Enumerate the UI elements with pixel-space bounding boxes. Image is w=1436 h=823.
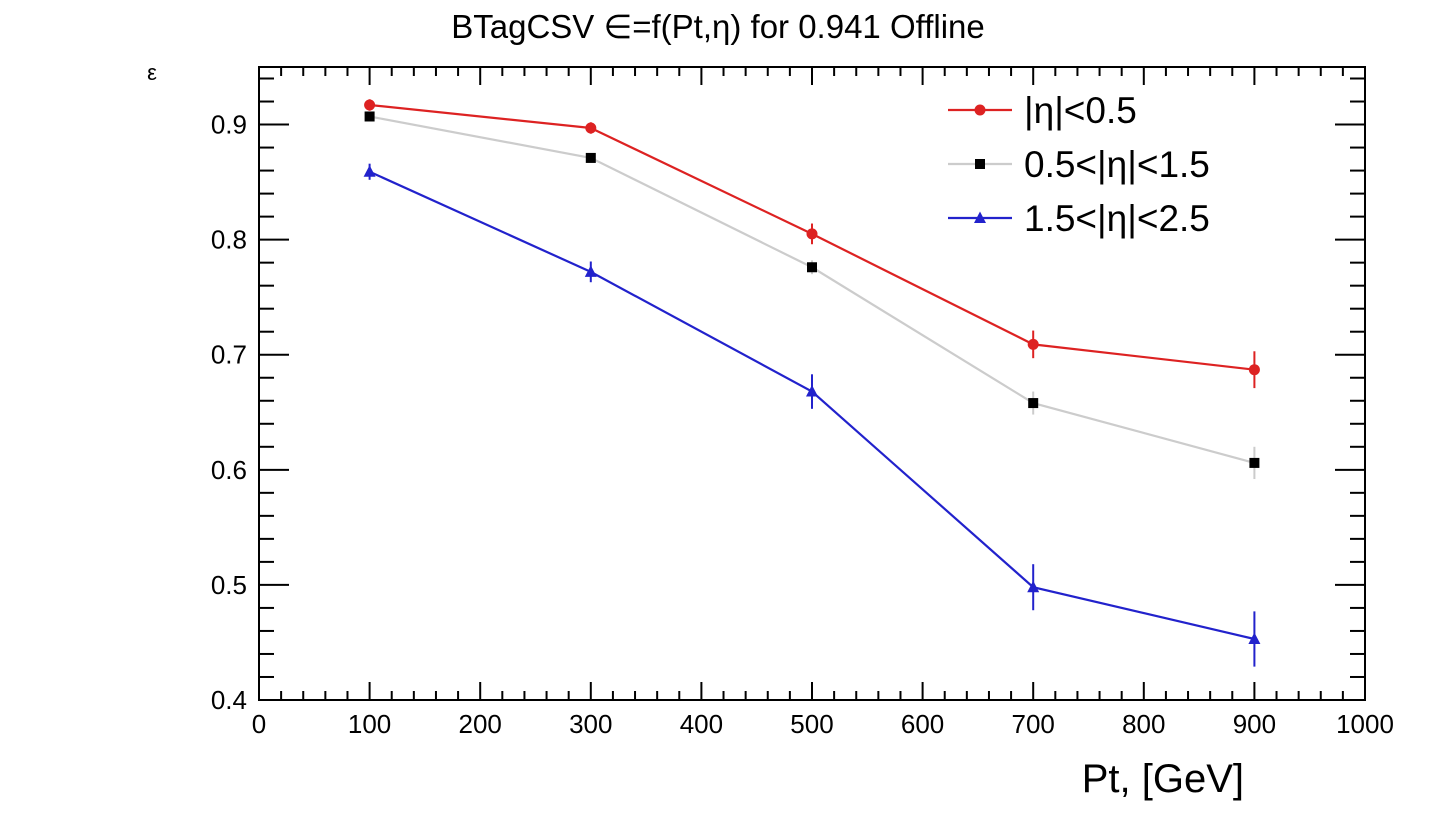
legend-entry: 0.5<|η|<1.5 xyxy=(948,144,1210,185)
x-tick-label: 300 xyxy=(569,709,612,739)
data-point xyxy=(364,111,375,122)
y-tick-label: 0.7 xyxy=(211,340,247,370)
data-point xyxy=(363,165,376,177)
x-tick-label: 700 xyxy=(1012,709,1055,739)
legend-label: 1.5<|η|<2.5 xyxy=(1024,198,1210,239)
data-point xyxy=(806,228,818,240)
axis-ticks: 0 100 200 300 400 500 600 700 800 900 1000 0.4 0.5 0.… xyxy=(211,67,1394,739)
x-tick-label: 900 xyxy=(1233,709,1276,739)
data-point xyxy=(1027,338,1039,350)
legend-entry: |η|<0.5 xyxy=(948,90,1137,131)
x-axis-label: Pt, [GeV] xyxy=(1082,757,1244,801)
series-1 xyxy=(364,99,1260,389)
legend-marker xyxy=(974,211,986,223)
y-tick-label: 0.6 xyxy=(211,455,247,485)
data-point xyxy=(364,99,376,111)
data-point xyxy=(585,122,597,134)
data-point xyxy=(1248,632,1261,645)
legend-marker xyxy=(975,159,985,169)
legend-label: |η|<0.5 xyxy=(1024,90,1137,131)
x-tick-label: 800 xyxy=(1122,709,1165,739)
x-tick-label: 500 xyxy=(790,709,833,739)
legend-entry: 1.5<|η|<2.5 xyxy=(948,198,1210,239)
x-tick-label: 200 xyxy=(459,709,502,739)
data-point xyxy=(584,265,597,277)
x-tick-label: 600 xyxy=(901,709,944,739)
series-group xyxy=(363,99,1261,667)
x-tick-label: 0 xyxy=(252,709,266,739)
legend: |η|<0.5 0.5<|η|<1.5 1.5<|η|<2.5 xyxy=(948,90,1210,239)
y-tick-label: 0.9 xyxy=(211,110,247,140)
data-point xyxy=(806,385,818,397)
y-tick-label: 0.5 xyxy=(211,570,247,600)
chart-title: BTagCSV ∈=f(Pt,η) for 0.941 Offline xyxy=(451,8,984,45)
data-point xyxy=(1028,398,1039,409)
data-point xyxy=(1248,364,1260,376)
x-tick-label: 100 xyxy=(348,709,391,739)
legend-marker xyxy=(974,104,986,116)
legend-label: 0.5<|η|<1.5 xyxy=(1024,144,1210,185)
x-tick-label: 400 xyxy=(680,709,723,739)
series-2 xyxy=(364,111,1260,480)
data-point xyxy=(585,152,596,163)
series-3 xyxy=(363,163,1261,667)
y-axis-label: ε xyxy=(147,60,157,85)
data-point xyxy=(1027,580,1040,593)
y-tick-label: 0.8 xyxy=(211,225,247,255)
data-point xyxy=(807,262,817,273)
y-tick-label: 0.4 xyxy=(211,685,247,715)
x-tick-label: 1000 xyxy=(1336,709,1394,739)
data-point xyxy=(1249,457,1260,468)
